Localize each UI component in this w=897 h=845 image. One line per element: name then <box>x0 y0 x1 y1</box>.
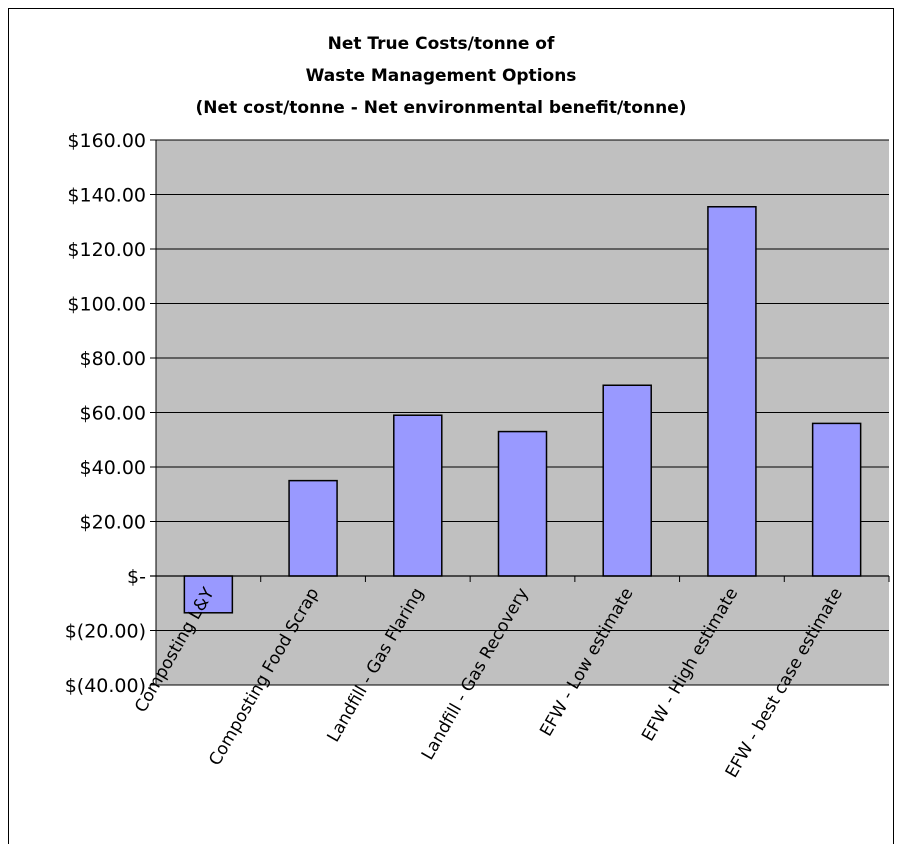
chart-title-line-2: Waste Management Options <box>306 66 577 86</box>
y-tick-label: $- <box>127 566 146 588</box>
gridlines <box>156 139 889 686</box>
bar <box>602 384 652 577</box>
y-tick-label: $60.00 <box>80 403 146 425</box>
bar <box>288 479 338 577</box>
y-tick-label: $160.00 <box>67 130 146 152</box>
chart-title-line-3: (Net cost/tonne - Net environmental bene… <box>196 98 687 118</box>
y-tick-label: $120.00 <box>67 239 146 261</box>
y-tick-label: $40.00 <box>80 457 146 479</box>
chart-frame: Net True Costs/tonne of Waste Management… <box>8 8 894 844</box>
bar-chart: Net True Costs/tonne of Waste Management… <box>65 34 890 781</box>
axes <box>150 139 890 686</box>
y-tick-label: $80.00 <box>80 348 146 370</box>
bar <box>497 430 548 577</box>
y-tick-label: $(40.00) <box>65 675 146 697</box>
y-axis-tick-labels: $160.00 $140.00 $120.00 $100.00 $80.00 $60.00… <box>65 130 146 697</box>
bar <box>811 422 862 577</box>
chart-title: Net True Costs/tonne of Waste Management… <box>196 34 687 118</box>
bar <box>393 414 443 577</box>
bar <box>707 206 757 577</box>
chart-title-line-1: Net True Costs/tonne of <box>328 34 555 54</box>
bar <box>183 575 234 614</box>
y-tick-label: $(20.00) <box>65 621 146 643</box>
y-tick-label: $100.00 <box>67 294 146 316</box>
y-tick-label: $140.00 <box>67 185 146 207</box>
y-tick-label: $20.00 <box>80 512 146 534</box>
